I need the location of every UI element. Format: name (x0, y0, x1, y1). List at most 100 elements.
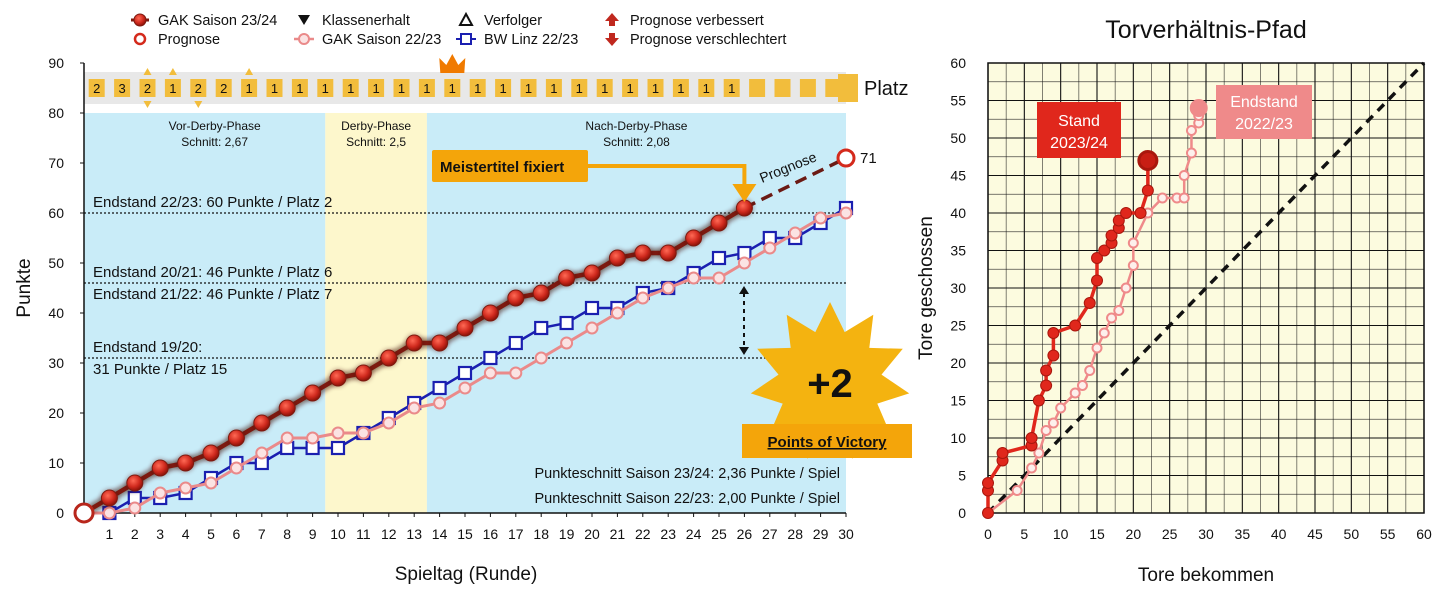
x-tick-label: 13 (406, 526, 422, 542)
endstand-2223-point (1113, 305, 1125, 316)
grid (987, 62, 1425, 514)
endstand-2223-point (1185, 147, 1197, 159)
platz-box-empty (749, 79, 766, 97)
x-tick-label: 25 (711, 526, 727, 542)
x-tick-label: 17 (508, 526, 524, 542)
gak-2223-point (661, 281, 675, 295)
platz-box (241, 79, 258, 97)
gak-2324-point (380, 349, 398, 367)
x-tick-label: 55 (1380, 526, 1396, 542)
gak-2324-point (608, 249, 626, 267)
bw-linz-point (534, 320, 549, 336)
y-tick-label: 70 (48, 155, 64, 171)
x-tick-label: 2 (131, 526, 139, 542)
x-tick-label: 19 (559, 526, 575, 542)
victory-arrow-down (739, 347, 749, 355)
y-tick-label: 20 (950, 355, 966, 371)
x-tick-label: 24 (686, 526, 702, 542)
platz-box (545, 79, 562, 97)
x-tick-label: 7 (258, 526, 266, 542)
x-tick-label: 5 (1020, 526, 1028, 542)
gak-2223-point (687, 271, 701, 285)
stand-2324-point (1047, 349, 1060, 362)
x-tick-label: 14 (432, 526, 448, 542)
platz-box (495, 79, 512, 97)
y-tick-label: 10 (950, 430, 966, 446)
platz-box (164, 79, 181, 97)
platz-value: 1 (423, 81, 430, 96)
bw-linz-point (483, 350, 498, 366)
victory-label-box (742, 424, 912, 458)
gak-2324-point (431, 334, 449, 352)
x-tick-label: 21 (610, 526, 626, 542)
chart-title: Torverhältnis-Pfad (1105, 16, 1306, 44)
gak-2223-point (509, 366, 523, 380)
bw-linz-point (584, 300, 600, 316)
x-tick-label: 10 (1053, 526, 1069, 542)
y-tick-label: 60 (950, 55, 966, 71)
stand-2324-point (1120, 207, 1133, 219)
endstand-2223-point (1106, 312, 1118, 324)
platz-value: 2 (220, 81, 227, 96)
reference-label: Endstand 22/23: 60 Punkte / Platz 2 (93, 194, 332, 211)
reference-label: 31 Punkte / Platz 15 (93, 361, 227, 378)
platz-value: 1 (652, 81, 659, 96)
legend-label: Klassenerhalt (322, 13, 410, 29)
y-tick-label: 45 (950, 168, 966, 184)
x-axis-label: Spieltag (Runde) (395, 564, 538, 585)
platz-arrow-up-icon (168, 68, 177, 75)
endstand-2223-point (1047, 417, 1059, 429)
gak-2223-point (255, 446, 269, 460)
y-tick-label: 30 (48, 355, 64, 371)
platz-value: 1 (474, 81, 481, 96)
gak-2223-point (839, 206, 853, 220)
prognose-end-value: 71 (860, 150, 877, 167)
gak-2324-point (507, 289, 525, 307)
platz-box (190, 79, 207, 97)
legend-arrow-up-icon (605, 13, 619, 26)
meistertitel-arrowhead (732, 184, 757, 202)
legend-gak-icon (133, 13, 147, 27)
stand-2324-point (1137, 150, 1159, 171)
platz-arrow-up-icon (143, 68, 152, 75)
y-tick-label: 40 (48, 305, 64, 321)
platz-box (723, 79, 740, 97)
endstand-2223-point (1127, 237, 1139, 249)
platz-value: 1 (449, 81, 456, 96)
gak-2223-point (788, 226, 802, 240)
stand-2324-point (1134, 207, 1147, 219)
crown-shape (439, 54, 466, 73)
y-tick-label: 30 (950, 280, 966, 296)
series-layer (73, 148, 856, 524)
victory-star-burst (750, 302, 910, 459)
x-tick-label: 11 (356, 526, 371, 542)
x-tick-label: 10 (330, 526, 346, 542)
start-point (73, 502, 95, 524)
gak-2324-point (227, 429, 245, 447)
legend: GAK Saison 23/24 Prognose Klassenerhalt GAK… (131, 11, 786, 48)
platz-box (698, 79, 715, 97)
bw-linz-point (457, 365, 473, 381)
y-tick-label: 55 (950, 93, 966, 109)
meistertitel-box (432, 150, 588, 182)
legend-bw-icon (460, 33, 472, 45)
stand-2324-point (996, 447, 1009, 459)
x-tick-label: 23 (660, 526, 676, 542)
bw-linz-point (432, 380, 447, 396)
platz-band (84, 72, 846, 104)
platz-value: 2 (144, 81, 151, 96)
x-tick-label: 20 (584, 526, 600, 542)
stand-2324-point (1098, 244, 1111, 257)
gak-2223-point (712, 271, 726, 285)
stand-2324-point (1091, 274, 1103, 287)
platz-value: 1 (677, 81, 684, 96)
gak-2324-point (329, 369, 347, 387)
platz-value: 1 (372, 81, 379, 96)
meistertitel-arrow (588, 164, 747, 186)
gak-2324-point (710, 214, 728, 232)
x-axis-label: Tore bekommen (1138, 565, 1274, 586)
y-tick-label: 50 (48, 255, 64, 271)
platz-box (571, 79, 588, 97)
gak-2324-point (481, 304, 499, 322)
